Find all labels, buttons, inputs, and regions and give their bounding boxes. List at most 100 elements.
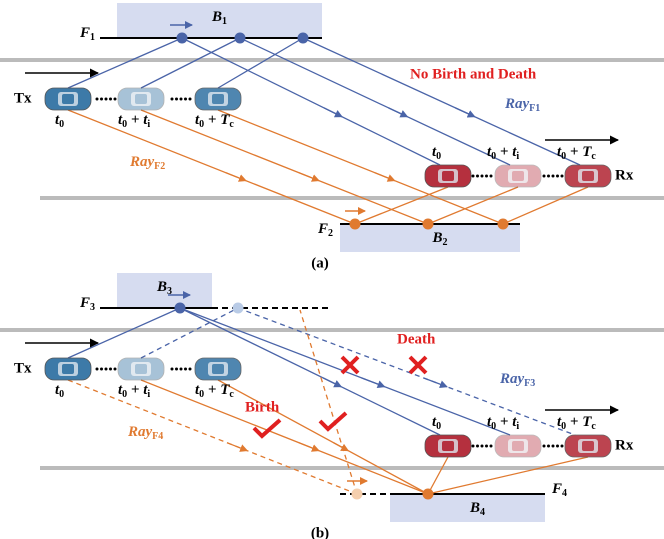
annotation: Birth <box>245 399 280 415</box>
dot <box>472 175 475 178</box>
rx-car <box>495 435 541 457</box>
symbol: F <box>317 221 328 237</box>
dot <box>114 368 117 371</box>
subscript: F4 <box>152 431 163 442</box>
ray <box>218 380 428 494</box>
subscript: 4 <box>480 507 485 518</box>
rx-car <box>495 165 541 187</box>
ray-arrow <box>423 378 447 387</box>
time-label: t0 <box>55 112 64 130</box>
ray <box>218 38 303 88</box>
ray-arrow <box>389 108 408 117</box>
reflection-point <box>177 33 188 44</box>
tx-car <box>195 88 241 110</box>
dot <box>556 175 559 178</box>
symbol: + t <box>127 382 148 398</box>
death-mark <box>410 357 426 373</box>
ray-arrow <box>323 378 341 387</box>
dot <box>180 98 183 101</box>
ray-label: RayF2 <box>129 154 165 172</box>
tx-car <box>195 358 241 380</box>
reflector-label: F2 <box>317 221 333 239</box>
dot <box>552 175 555 178</box>
subscript: i <box>147 389 150 400</box>
dot <box>561 175 564 178</box>
ray-arrow <box>226 173 246 181</box>
subscript: F1 <box>529 103 540 114</box>
symbol: B <box>469 500 480 516</box>
car-roof <box>582 441 594 451</box>
ray <box>428 457 448 494</box>
symbol: F <box>79 25 90 41</box>
ray <box>428 187 518 224</box>
dot <box>184 368 187 371</box>
dot <box>490 445 493 448</box>
car-roof <box>582 171 594 181</box>
car-roof <box>135 94 147 104</box>
subscript: c <box>591 151 596 162</box>
ray <box>238 308 575 435</box>
reflection-point <box>235 33 246 44</box>
symbol: + t <box>496 144 517 160</box>
symbol: B <box>211 9 222 25</box>
dot <box>543 175 546 178</box>
dot <box>96 98 99 101</box>
symbol: + T <box>204 112 230 128</box>
caption: (b) <box>311 525 329 539</box>
dot <box>481 175 484 178</box>
ray-arrow <box>324 108 342 117</box>
annotation: No Birth and Death <box>410 66 537 82</box>
reflection-point <box>423 219 434 230</box>
ray-arrow <box>299 173 319 181</box>
subscript: 0 <box>436 421 441 432</box>
dot <box>472 445 475 448</box>
symbol: Ray <box>504 96 530 112</box>
dot <box>109 98 112 101</box>
diagram: B1F1B2F2TxRxt0t0 + tit0 + Tct0t0 + tit0 … <box>0 0 664 539</box>
rx-car <box>425 435 471 457</box>
symbol: + T <box>566 414 592 430</box>
rx-car <box>565 435 611 457</box>
ray-label: RayF4 <box>127 424 163 442</box>
dot <box>481 445 484 448</box>
tx-car <box>45 358 91 380</box>
subscript: i <box>147 119 150 130</box>
ray <box>141 38 240 88</box>
dot <box>552 445 555 448</box>
time-label: t0 + ti <box>487 144 519 162</box>
dot <box>105 98 108 101</box>
time-label: t0 + ti <box>118 112 150 130</box>
dot <box>485 175 488 178</box>
ray-arrow <box>362 378 385 387</box>
subscript: 1 <box>222 16 227 27</box>
ray-arrow <box>299 443 319 451</box>
symbol: + T <box>566 144 592 160</box>
dot <box>175 98 178 101</box>
ray-arrow <box>455 108 474 117</box>
subscript: i <box>516 151 519 162</box>
time-label: t0 + Tc <box>557 414 596 432</box>
symbol: + T <box>204 382 230 398</box>
death-mark <box>342 357 358 373</box>
symbol: + t <box>127 112 148 128</box>
dot <box>189 98 192 101</box>
reflector-label: F1 <box>79 25 95 43</box>
ray <box>68 38 182 88</box>
reflector-label: F3 <box>79 295 95 313</box>
reflection-point <box>233 303 244 314</box>
dot <box>109 368 112 371</box>
ray <box>240 38 510 165</box>
dot <box>96 368 99 371</box>
tx-car <box>45 88 91 110</box>
subscript: c <box>591 421 596 432</box>
reflection-point <box>423 489 434 500</box>
tx-car <box>118 88 164 110</box>
symbol: B <box>156 279 167 295</box>
time-label: t0 <box>432 414 441 432</box>
symbol: F <box>79 295 90 311</box>
ray <box>141 380 428 494</box>
dot <box>171 368 174 371</box>
dot <box>171 98 174 101</box>
reflection-point <box>350 219 361 230</box>
dot <box>180 368 183 371</box>
